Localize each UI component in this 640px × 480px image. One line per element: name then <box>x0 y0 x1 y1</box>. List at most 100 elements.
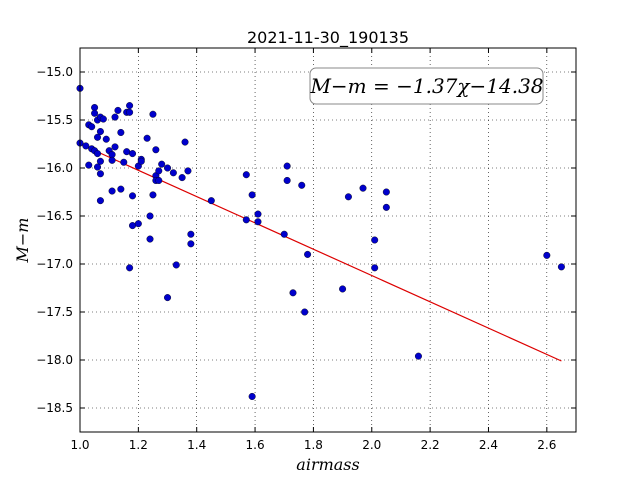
data-point <box>242 216 250 224</box>
axis-ticks <box>79 48 576 432</box>
y-tick-label: −15.5 <box>36 113 73 127</box>
data-point <box>207 197 215 205</box>
y-tick-labels: −15.0 −15.5 −16.0 −16.5 −17.0 −17.5 −18.0 −18.5 <box>36 65 73 415</box>
fit-equation-text: M−m = −1.37χ−14.38 <box>309 74 543 98</box>
data-point <box>102 135 110 143</box>
annotation-frame <box>309 67 544 105</box>
data-point <box>382 203 390 211</box>
x-tick-labels: 1.0 1.2 1.4 1.6 1.8 2.0 2.2 2.4 2.6 <box>70 438 556 452</box>
data-point <box>126 264 134 272</box>
data-point <box>187 240 195 248</box>
data-point <box>94 133 102 141</box>
data-point <box>298 181 306 189</box>
data-point <box>96 170 104 178</box>
data-point <box>181 138 189 146</box>
data-point <box>146 212 154 220</box>
data-point <box>304 250 312 258</box>
data-point <box>114 106 122 114</box>
x-tick-label: 1.6 <box>246 438 265 452</box>
data-point <box>99 115 107 123</box>
grid-lines <box>79 48 576 432</box>
data-point <box>129 222 137 230</box>
y-tick-label: −18.5 <box>36 401 73 415</box>
data-point <box>96 128 104 136</box>
data-point <box>344 193 352 201</box>
data-point <box>371 236 379 244</box>
data-point <box>126 102 134 110</box>
data-point <box>184 167 192 175</box>
x-tick-label: 2.4 <box>479 438 498 452</box>
data-point <box>123 148 131 156</box>
data-point <box>82 142 90 150</box>
data-point <box>158 160 166 168</box>
data-point <box>120 158 128 166</box>
data-point <box>382 188 390 196</box>
data-point <box>117 185 125 193</box>
data-point <box>557 263 565 271</box>
data-point <box>248 191 256 199</box>
data-point <box>94 163 102 171</box>
data-point <box>254 218 262 226</box>
data-point <box>242 171 250 179</box>
x-tick-label: 1.4 <box>187 438 206 452</box>
fit-equation-box: M−m = −1.37χ−14.38 <box>309 67 544 105</box>
x-tick-label: 2.2 <box>421 438 440 452</box>
y-tick-label: −16.0 <box>36 161 73 175</box>
data-point <box>96 157 104 165</box>
data-point <box>111 143 119 151</box>
data-point <box>283 162 291 170</box>
data-point <box>283 176 291 184</box>
data-point <box>96 197 104 205</box>
data-point <box>129 150 137 158</box>
data-point <box>254 210 262 218</box>
data-point <box>289 289 297 297</box>
data-point <box>543 251 551 259</box>
y-tick-label: −15.0 <box>36 65 73 79</box>
data-point <box>164 294 172 302</box>
data-point <box>108 156 116 164</box>
data-point <box>129 192 137 200</box>
data-point <box>339 285 347 293</box>
y-tick-label: −16.5 <box>36 209 73 223</box>
data-point <box>111 113 119 121</box>
data-point <box>248 392 256 400</box>
x-tick-label: 2.6 <box>537 438 556 452</box>
data-point <box>143 134 151 142</box>
data-point <box>134 220 142 228</box>
data-point <box>178 174 186 182</box>
x-tick-label: 2.0 <box>362 438 381 452</box>
x-tick-label: 1.8 <box>304 438 323 452</box>
plot-area <box>80 48 576 432</box>
data-point <box>169 169 177 177</box>
data-point <box>126 108 134 116</box>
data-point <box>91 109 99 117</box>
data-point <box>88 123 96 131</box>
data-point <box>85 161 93 169</box>
chart-title: 2021-11-30_190135 <box>247 28 409 48</box>
data-point <box>301 308 309 316</box>
data-point <box>137 157 145 165</box>
data-point <box>414 352 422 360</box>
data-point <box>155 176 163 184</box>
data-point <box>164 164 172 172</box>
y-tick-label: −17.0 <box>36 257 73 271</box>
y-tick-label: −18.0 <box>36 353 73 367</box>
data-point <box>94 150 102 158</box>
x-tick-label: 1.2 <box>129 438 148 452</box>
data-point <box>371 264 379 272</box>
y-axis-label: M−m <box>13 218 32 264</box>
data-point <box>172 261 180 269</box>
data-point <box>149 110 157 118</box>
data-point <box>187 230 195 238</box>
data-point <box>359 184 367 192</box>
data-point <box>155 167 163 175</box>
plot-frame <box>79 47 577 433</box>
data-point <box>152 146 160 154</box>
data-point <box>108 187 116 195</box>
x-axis-label: airmass <box>296 455 359 474</box>
data-points <box>76 84 565 400</box>
data-point <box>117 128 125 136</box>
data-point <box>149 191 157 199</box>
data-point <box>146 235 154 243</box>
